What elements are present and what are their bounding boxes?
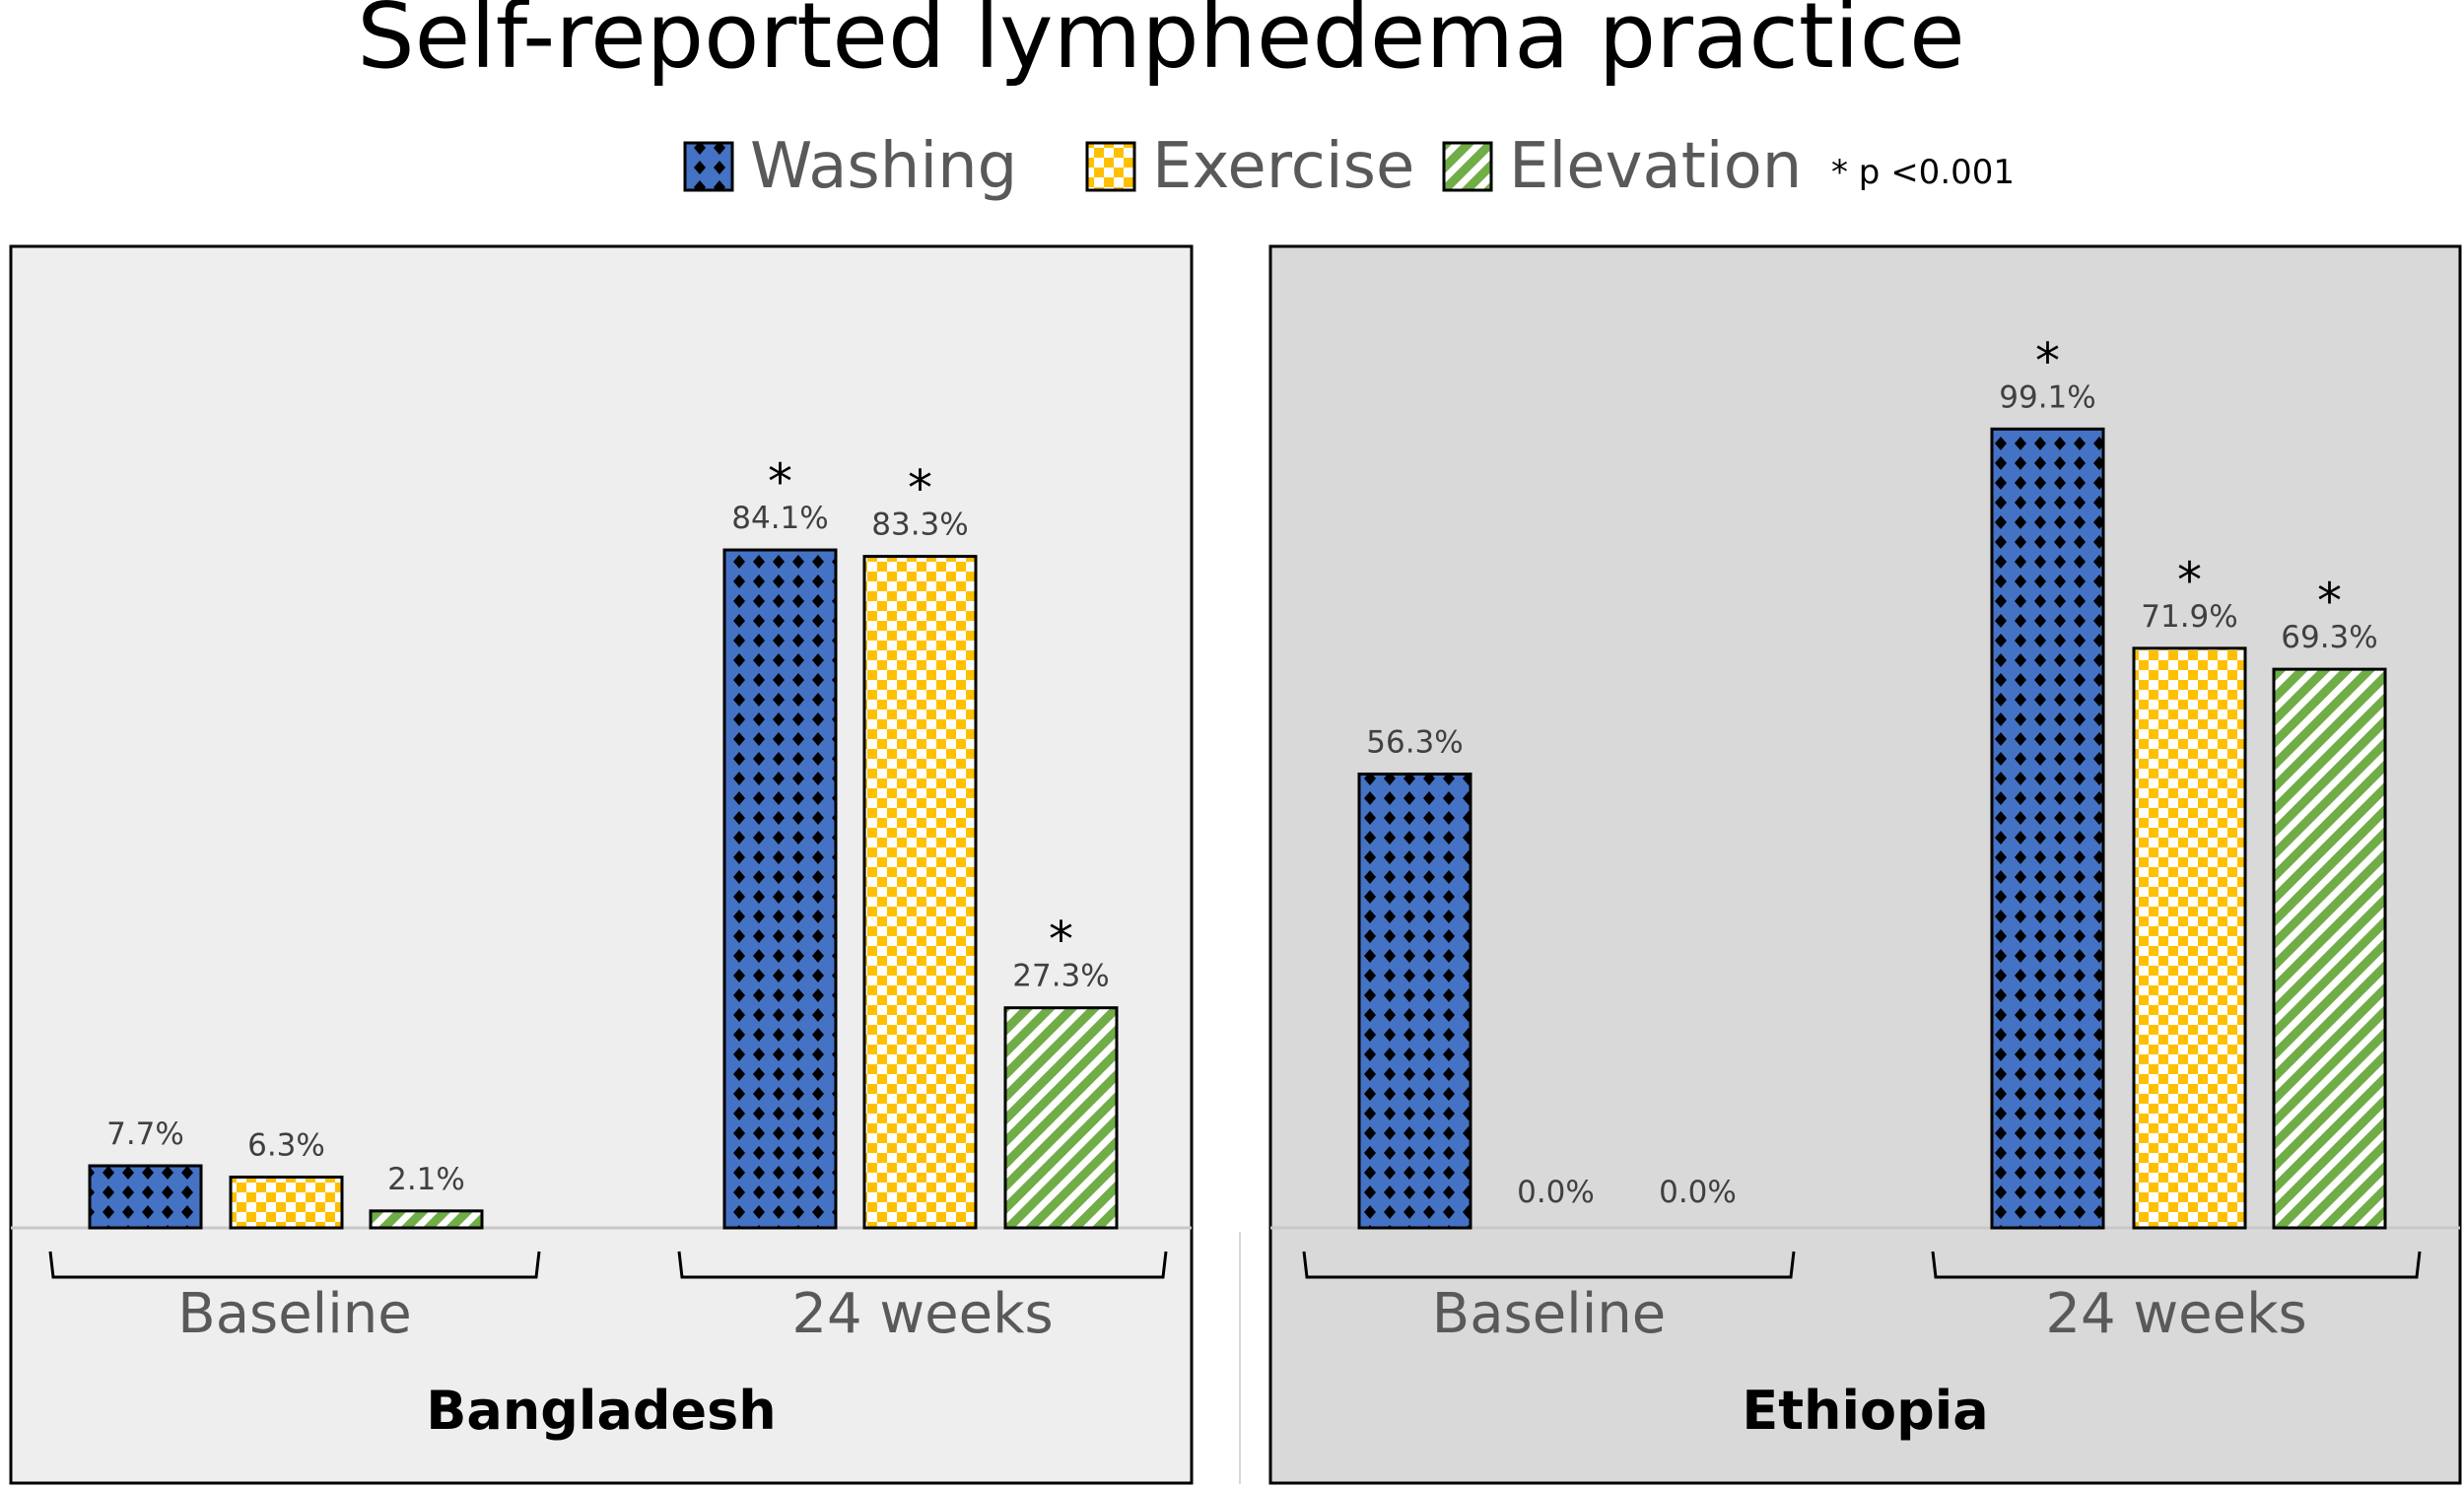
data-label: 27.3% bbox=[1012, 959, 1109, 994]
category-bracket bbox=[48, 1251, 541, 1279]
data-label: 71.9% bbox=[2141, 599, 2237, 635]
bar-bangladesh-baseline-washing bbox=[88, 1164, 203, 1230]
data-label: 0.0% bbox=[1659, 1175, 1737, 1210]
data-label: 84.1% bbox=[731, 501, 828, 536]
legend-label-washing: Washing bbox=[750, 130, 1017, 203]
legend-swatch-elevation bbox=[1442, 141, 1493, 192]
bar-bangladesh-24-weeks-washing bbox=[722, 548, 838, 1230]
data-label: 83.3% bbox=[871, 508, 968, 543]
panel-title: Bangladesh bbox=[426, 1380, 777, 1442]
category-label: Baseline bbox=[1432, 1282, 1666, 1346]
significance-star: * bbox=[1049, 912, 1073, 969]
data-label: 6.3% bbox=[247, 1127, 325, 1163]
panel-ethiopia: 56.3%0.0% 0.0%Baseline99.1%*71.9%*69.3%*2… bbox=[1268, 244, 2462, 1485]
significance-star: * bbox=[2177, 552, 2202, 609]
bar-ethiopia-24-weeks-elevation bbox=[2272, 667, 2387, 1230]
significance-star: * bbox=[2317, 573, 2342, 630]
data-label: 0.0% bbox=[1517, 1175, 1595, 1210]
data-label: 2.1% bbox=[387, 1162, 465, 1197]
legend: Washing Exercise Elevation bbox=[683, 130, 1802, 203]
bar-bangladesh-baseline-exercise bbox=[229, 1175, 344, 1230]
data-label: 99.1% bbox=[1999, 379, 2095, 415]
category-bracket bbox=[1931, 1251, 2422, 1279]
significance-note: * p <0.001 bbox=[1831, 153, 2015, 192]
data-label: 7.7% bbox=[106, 1117, 184, 1152]
bar-bangladesh-baseline-elevation bbox=[369, 1209, 484, 1230]
data-label: 56.3% bbox=[1366, 724, 1463, 760]
bar-ethiopia-baseline-washing bbox=[1357, 772, 1472, 1230]
legend-swatch-exercise bbox=[1085, 141, 1136, 192]
category-label: 24 weeks bbox=[2045, 1282, 2306, 1346]
bar-bangladesh-24-weeks-elevation bbox=[1003, 1006, 1119, 1230]
significance-star: * bbox=[768, 453, 792, 510]
chart-title: Self-reported lymphedema practice bbox=[357, 0, 1965, 89]
significance-star: * bbox=[908, 460, 932, 517]
category-bracket bbox=[1302, 1251, 1796, 1279]
category-bracket bbox=[677, 1251, 1168, 1279]
bar-bangladesh-24-weeks-exercise bbox=[862, 555, 978, 1230]
legend-swatch-washing bbox=[683, 141, 734, 192]
bar-ethiopia-24-weeks-washing bbox=[1990, 427, 2105, 1230]
significance-star: * bbox=[2035, 332, 2060, 389]
data-label: 69.3% bbox=[2281, 620, 2377, 655]
panel-title: Ethiopia bbox=[1742, 1380, 1988, 1442]
category-label: Baseline bbox=[177, 1282, 411, 1346]
panel-bangladesh: 7.7% 6.3%2.1%Baseline84.1%*83.3%*27.3%*24… bbox=[9, 244, 1194, 1485]
category-label: 24 weeks bbox=[791, 1282, 1053, 1346]
legend-label-elevation: Elevation bbox=[1509, 130, 1802, 203]
legend-label-exercise: Exercise bbox=[1152, 130, 1414, 203]
bar-ethiopia-24-weeks-exercise bbox=[2132, 646, 2247, 1230]
